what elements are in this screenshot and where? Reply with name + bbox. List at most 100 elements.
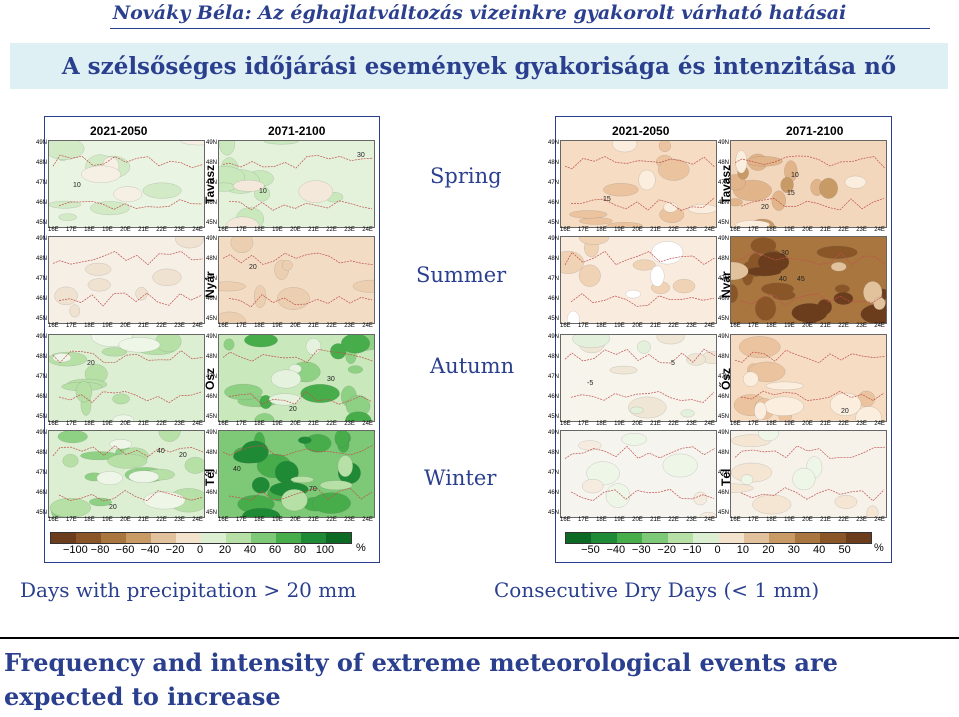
map-border-line bbox=[222, 444, 374, 501]
lat-tick-label: 48N bbox=[718, 160, 730, 166]
colorbar-tick-label: −40 bbox=[606, 544, 626, 556]
map-region-patch bbox=[819, 177, 838, 199]
map-contour-label: 20 bbox=[289, 406, 297, 413]
lon-tick-label: 17E bbox=[236, 517, 247, 523]
lat-tick-label: 47N bbox=[548, 470, 560, 476]
colorbar-swatch bbox=[566, 533, 592, 543]
lon-tick-label: 17E bbox=[578, 517, 589, 523]
map-contour-label: 40 bbox=[233, 466, 241, 473]
map-lat-ticks: 49N 48N 47N 46N 45N bbox=[36, 430, 47, 516]
map-region-patch bbox=[230, 237, 254, 253]
lon-tick-label: 17E bbox=[236, 421, 247, 427]
map-canvas bbox=[49, 237, 204, 323]
map-region-patch bbox=[282, 259, 293, 271]
map-region-patch bbox=[254, 413, 275, 421]
map-region-patch bbox=[112, 393, 130, 405]
lon-tick-label: 24E bbox=[362, 323, 373, 329]
map-region-patch bbox=[873, 296, 886, 311]
lon-tick-label: 16E bbox=[48, 227, 59, 233]
lon-tick-label: 20E bbox=[802, 421, 813, 427]
map-lon-ticks: 16E 17E 18E 19E 20E 21E 22E 23E 24E bbox=[730, 227, 885, 233]
lat-tick-label: 45N bbox=[548, 510, 560, 516]
right-figure-caption: Consecutive Dry Days (< 1 mm) bbox=[494, 578, 820, 602]
map-lat-ticks: 49N 48N 47N 46N 45N bbox=[718, 140, 729, 226]
map-canvas: 40 20 20 bbox=[49, 431, 204, 517]
lon-tick-label: 17E bbox=[578, 421, 589, 427]
lat-tick-label: 46N bbox=[206, 490, 218, 496]
colorbar-tick-label: −40 bbox=[140, 544, 160, 556]
lon-tick-label: 20E bbox=[802, 517, 813, 523]
map-l-spring-2: 10 30 bbox=[218, 140, 375, 228]
lon-tick-label: 19E bbox=[272, 227, 283, 233]
map-l-summer-1 bbox=[48, 236, 205, 324]
lon-tick-label: 20E bbox=[290, 421, 301, 427]
lon-tick-label: 18E bbox=[254, 517, 265, 523]
lat-tick-label: 48N bbox=[206, 354, 218, 360]
map-r-spring-1: 15 bbox=[560, 140, 717, 228]
map-region-patch bbox=[251, 476, 270, 494]
lon-tick-label: 21E bbox=[820, 227, 831, 233]
map-lon-ticks: 16E 17E 18E 19E 20E 21E 22E 23E 24E bbox=[560, 421, 715, 427]
map-canvas: 30 20 bbox=[219, 335, 374, 421]
lon-tick-label: 24E bbox=[192, 421, 203, 427]
map-region-patch bbox=[699, 511, 716, 517]
lat-tick-label: 45N bbox=[548, 220, 560, 226]
map-region-patch bbox=[352, 279, 374, 293]
map-lat-ticks: 49N 48N 47N 46N 45N bbox=[548, 236, 559, 322]
lon-tick-label: 18E bbox=[766, 323, 777, 329]
title-banner bbox=[10, 43, 948, 89]
lon-tick-label: 18E bbox=[596, 227, 607, 233]
colorbar-swatch bbox=[642, 533, 668, 543]
lat-tick-label: 45N bbox=[206, 316, 218, 322]
map-region-patch bbox=[657, 158, 690, 181]
lon-tick-label: 24E bbox=[704, 421, 715, 427]
lat-tick-label: 45N bbox=[548, 316, 560, 322]
lat-tick-label: 48N bbox=[206, 450, 218, 456]
lon-tick-label: 20E bbox=[802, 227, 813, 233]
lon-tick-label: 20E bbox=[120, 227, 131, 233]
lon-tick-label: 20E bbox=[632, 517, 643, 523]
map-lon-ticks: 16E 17E 18E 19E 20E 21E 22E 23E 24E bbox=[560, 323, 715, 329]
lon-tick-label: 21E bbox=[308, 227, 319, 233]
lon-tick-label: 23E bbox=[174, 227, 185, 233]
map-region-patch bbox=[632, 259, 656, 271]
map-region-patch bbox=[142, 182, 182, 199]
lon-tick-label: 17E bbox=[578, 323, 589, 329]
colorbar-swatch bbox=[176, 533, 201, 543]
map-region-patch bbox=[75, 381, 93, 403]
map-lon-ticks: 16E 17E 18E 19E 20E 21E 22E 23E 24E bbox=[218, 323, 373, 329]
lon-tick-label: 23E bbox=[856, 517, 867, 523]
right-col2-header: 2071-2100 bbox=[786, 124, 844, 138]
lat-tick-label: 47N bbox=[36, 180, 48, 186]
lat-tick-label: 45N bbox=[718, 414, 730, 420]
map-r-summer-1 bbox=[560, 236, 717, 324]
lon-tick-label: 16E bbox=[218, 517, 229, 523]
map-canvas: 20 bbox=[49, 335, 204, 421]
lon-tick-label: 23E bbox=[344, 517, 355, 523]
map-contour-label: 20 bbox=[87, 360, 95, 367]
lat-tick-label: 47N bbox=[206, 276, 218, 282]
footer-line-2: expected to increase bbox=[4, 682, 281, 711]
map-border-line bbox=[222, 252, 374, 308]
lon-tick-label: 20E bbox=[120, 323, 131, 329]
map-region-patch bbox=[81, 165, 121, 183]
colorbar-swatch bbox=[591, 533, 617, 543]
map-region-patch bbox=[578, 440, 602, 451]
map-region-patch bbox=[49, 200, 81, 209]
lon-tick-label: 16E bbox=[218, 323, 229, 329]
map-contour-label: 70 bbox=[309, 486, 317, 493]
lat-tick-label: 48N bbox=[548, 354, 560, 360]
lon-tick-label: 19E bbox=[614, 421, 625, 427]
map-region-patch bbox=[54, 286, 78, 306]
colorbar-swatch bbox=[226, 533, 251, 543]
map-lon-ticks: 16E 17E 18E 19E 20E 21E 22E 23E 24E bbox=[730, 323, 885, 329]
colorbar-swatch bbox=[126, 533, 151, 543]
lon-tick-label: 19E bbox=[784, 421, 795, 427]
map-region-patch bbox=[85, 262, 112, 276]
colorbar-tick-label: −20 bbox=[657, 544, 676, 556]
lon-tick-label: 23E bbox=[344, 323, 355, 329]
map-l-autumn-1: 20 bbox=[48, 334, 205, 422]
lat-tick-label: 46N bbox=[206, 394, 218, 400]
map-l-spring-1: 10 bbox=[48, 140, 205, 228]
map-region-patch bbox=[242, 508, 281, 517]
